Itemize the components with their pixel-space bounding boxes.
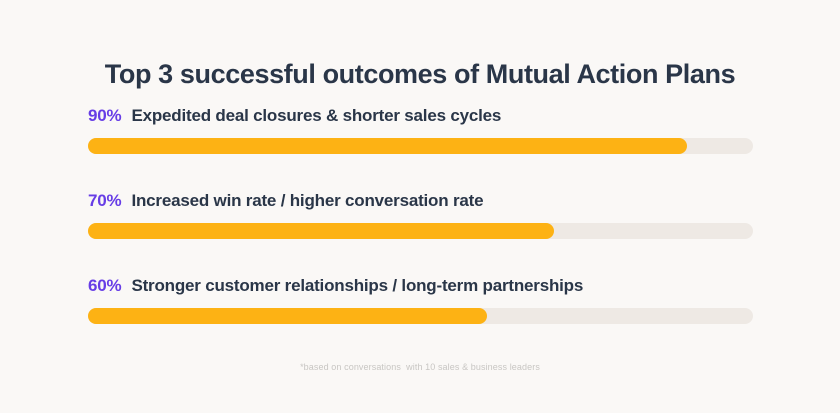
bar-row-label: 70% Increased win rate / higher conversa… [88,189,753,213]
bar-fill [88,138,687,154]
bar-fill [88,223,554,239]
bar-row: 60% Stronger customer relationships / lo… [88,274,753,324]
bar-value-label: 60% [88,276,122,295]
footnote: *based on conversations with 10 sales & … [300,362,540,372]
bar-track [88,223,753,239]
bar-fill [88,308,487,324]
bar-track [88,138,753,154]
chart-title: Top 3 successful outcomes of Mutual Acti… [104,59,736,90]
bar-value-label: 90% [88,106,122,125]
bar-row: 90% Expedited deal closures & shorter sa… [88,104,753,154]
bar-row-label: 90% Expedited deal closures & shorter sa… [88,104,753,128]
bar-value-label: 70% [88,191,122,210]
bar-row-label: 60% Stronger customer relationships / lo… [88,274,753,298]
bar-category-label: Increased win rate / higher conversation… [131,191,484,210]
bar-row: 70% Increased win rate / higher conversa… [88,189,753,239]
bar-track [88,308,753,324]
bar-category-label: Stronger customer relationships / long-t… [131,276,584,295]
bar-category-label: Expedited deal closures & shorter sales … [131,106,502,125]
